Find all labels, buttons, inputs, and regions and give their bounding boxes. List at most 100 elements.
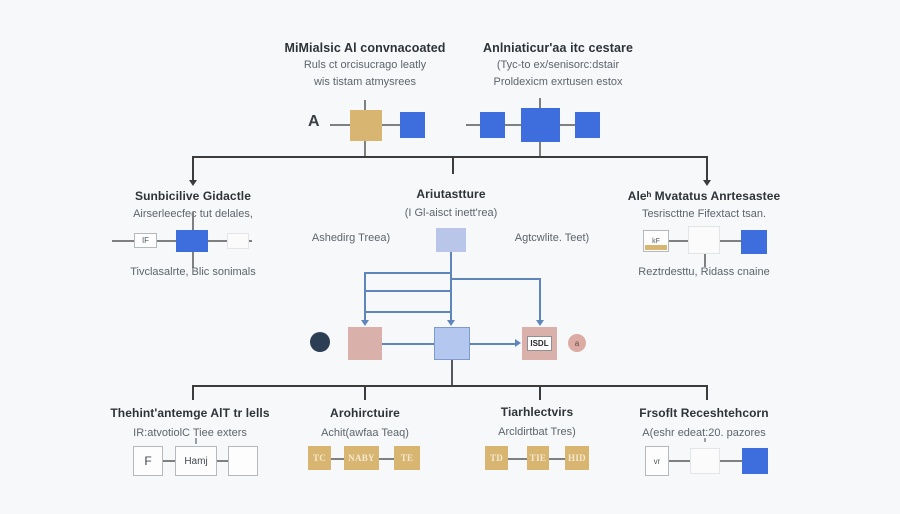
flow-vline-from-pale	[450, 252, 452, 273]
top-group2-line2: (Tyc-to ex/senisorc:dstair	[496, 59, 620, 71]
bottom-col2-box1-label: TC	[312, 453, 327, 463]
top-group1-line3: wis tistam atmysrees	[313, 76, 417, 88]
middle-right-title: Aleʰ Mvatatus Anrtesastee	[627, 189, 781, 203]
middle-left-caption: Tivclasalrte, Blic sonimals	[130, 266, 256, 278]
bottom-col1-box3-label	[229, 447, 257, 475]
top-group1-tan-node	[350, 110, 382, 141]
bottom-col3-title: Tiarhlectvirs	[500, 405, 574, 419]
top-group1-textblock: MiMialsic Al convnacoated Ruls ct orcisu…	[240, 40, 490, 91]
top-group1-blue-node	[400, 112, 425, 138]
bottom-col2-box-2: NABY	[344, 446, 379, 470]
flow-blue-node	[434, 327, 470, 360]
branch2-hline	[193, 385, 707, 387]
bottom-col4-box2-label	[691, 449, 719, 473]
bottom-col4-tick	[704, 438, 706, 442]
top-group2-textblock: Anlniaticur'aa itc cestare (Tyc-to ex/se…	[433, 40, 683, 91]
middle-left-blue-node	[176, 230, 208, 252]
flow-pink-to-blue-line	[382, 343, 434, 345]
branch2-stub-4	[706, 385, 708, 400]
flow-blue-to-isdl-line	[470, 343, 515, 345]
middle-left-if-label: IF	[141, 236, 150, 245]
middle-right-kf-label: kF	[652, 237, 660, 245]
middle-right-subtitle: Tesriscttne Fifextact tsan.	[641, 208, 767, 220]
branch1-center-stub	[452, 156, 454, 174]
flow-rung-1	[364, 290, 452, 292]
bottom-col3-textblock: Tiarhlectvirs Arcldirtbat Tres)	[437, 402, 637, 442]
top-group1-line2: Ruls ct orcisucrago leatly	[303, 59, 427, 71]
branch1-left-arrow-icon	[189, 180, 197, 186]
middle-center-title: Ariutastture	[416, 187, 486, 201]
flow-arrow-to-isdl-icon	[536, 320, 544, 326]
top-group2-title: Anlniaticur'aa itc cestare	[482, 41, 634, 55]
flow-arrow-to-pink-icon	[361, 320, 369, 326]
middle-left-if-node: IF	[134, 233, 157, 248]
middle-right-blue-node	[741, 230, 767, 254]
bottom-col4-box-1: vr	[645, 446, 669, 476]
branch2-stub-2	[364, 385, 366, 400]
top-group2-line3: Proldexicm exrtusen estox	[493, 76, 623, 88]
branch1-right-arrow-icon	[703, 180, 711, 186]
middle-left-faint-node	[227, 233, 249, 249]
bottom-col2-subtitle: Achit(awfaa Teaq)	[321, 427, 409, 439]
flow-vline-down	[451, 360, 453, 385]
bottom-col1-box-2: Hamj	[175, 446, 217, 476]
flow-rung-2	[364, 311, 452, 313]
middle-right-kf-tan-strip	[645, 245, 667, 250]
top-group2-blue-node-1	[480, 112, 505, 138]
flow-pink-badge-label: a	[574, 338, 580, 348]
middle-center-right-note: Agtcwlite. Teet)	[514, 232, 590, 244]
bottom-col1-box1-label: F	[144, 454, 152, 468]
bottom-col1-box2-label: Hamj	[184, 455, 208, 467]
bottom-col1-tick	[195, 438, 197, 444]
flow-vline-right	[539, 278, 541, 320]
flow-vline-center	[450, 272, 452, 320]
middle-center-left-note: Ashedirg Treea)	[311, 232, 391, 244]
flow-isdl-label: ISDL	[530, 339, 549, 348]
bottom-col2-box3-label: TE	[400, 453, 414, 463]
bottom-col4-box3-label	[742, 448, 768, 474]
top-group1-node-label: A	[308, 113, 320, 130]
bottom-col4-box-2	[690, 448, 720, 474]
flow-hline-junction	[364, 272, 452, 274]
bottom-col1-subtitle: IR:atvotiolC Tiee exters	[133, 427, 247, 439]
flow-navy-dot	[310, 332, 330, 352]
bottom-col2-box-1: TC	[308, 446, 331, 470]
middle-right-stub	[704, 254, 706, 267]
bottom-col2-box2-label: NABY	[348, 453, 375, 463]
bottom-col4-box1-label: vr	[653, 456, 661, 466]
bottom-col3-box-3: HID	[565, 446, 589, 470]
flow-pink-badge: a	[568, 334, 586, 352]
middle-center-textblock: Ariutastture (I Gl-aisct inett'rea)	[351, 185, 551, 223]
bottom-col4-box-3	[742, 448, 768, 474]
branch1-right-vline	[706, 156, 708, 180]
bottom-col1-box-1: F	[133, 446, 163, 476]
bottom-col3-box1-label: TD	[489, 453, 504, 463]
bottom-col2-title: Arohirctuire	[330, 406, 400, 420]
flow-arrow-right-icon	[515, 339, 521, 347]
branch2-stub-1	[192, 385, 194, 400]
flow-isdl-node: ISDL	[522, 327, 557, 360]
middle-right-kf-node: kF	[643, 230, 669, 252]
flow-hline-to-right	[451, 278, 540, 280]
bottom-col4-title: Frsoflt Receshtehcorn	[639, 406, 769, 420]
middle-right-textblock: Aleʰ Mvatatus Anrtesastee Tesriscttne Fi…	[600, 187, 808, 223]
branch2-stub-3	[539, 385, 541, 400]
middle-right-faint-node	[688, 226, 720, 254]
bottom-col3-box-2: TIE	[527, 446, 549, 470]
flow-vline-left	[364, 272, 366, 320]
bottom-col1-title: Thehint'antemge AlT tr lells	[110, 406, 270, 420]
bottom-col2-box-3: TE	[394, 446, 420, 470]
middle-left-title: Sunbicilive Gidactle	[134, 189, 252, 203]
branch1-hline	[193, 156, 707, 158]
bottom-col3-subtitle: Arcldirtbat Tres)	[498, 426, 576, 438]
flow-arrow-to-blue-icon	[447, 320, 455, 326]
bottom-col3-box-1: TD	[485, 446, 508, 470]
top-group2-blue-node-2	[521, 108, 560, 142]
top-group2-blue-node-3	[575, 112, 600, 138]
bottom-col1-box-3	[228, 446, 258, 476]
bottom-col4-textblock: Frsoflt Receshtehcorn A(eshr edeat:20. p…	[604, 403, 804, 443]
flow-pink-node	[348, 327, 382, 360]
branch1-left-vline	[192, 156, 194, 180]
middle-right-caption: Reztrdesttu, Ridass cnaine	[638, 266, 770, 278]
